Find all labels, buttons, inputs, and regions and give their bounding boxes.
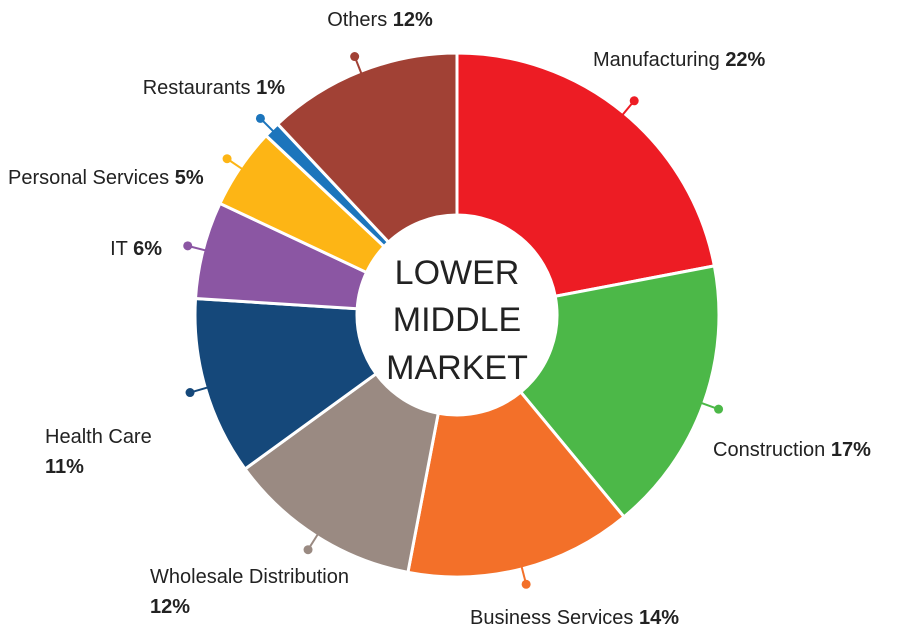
leader-dot — [183, 241, 193, 251]
slice — [242, 371, 441, 575]
slice — [275, 51, 459, 245]
value-label: 6% — [133, 238, 162, 260]
slice-label: Others 12% — [290, 5, 470, 35]
leader-dot — [714, 404, 724, 414]
slice-label: IT 6% — [62, 234, 162, 264]
category-label: Personal Services — [8, 167, 170, 189]
slice-label: Restaurants 1% — [80, 73, 285, 103]
category-label: IT — [110, 238, 128, 260]
slice-label: Manufacturing 22% — [593, 45, 853, 75]
category-label: Health Care — [45, 426, 152, 448]
category-label: Construction — [713, 439, 826, 461]
slice — [193, 296, 379, 472]
slice — [455, 51, 717, 299]
leader-dot — [222, 154, 232, 164]
category-label: Wholesale Distribution — [150, 566, 349, 588]
category-label: Business Services — [470, 607, 634, 629]
value-label: 12% — [150, 596, 191, 618]
value-label: 17% — [830, 439, 871, 461]
leader-dot — [255, 113, 265, 123]
slice — [406, 389, 627, 579]
slice — [518, 264, 721, 519]
center-label: MARKET — [386, 349, 528, 387]
slice-label: Personal Services 5% — [8, 163, 218, 193]
center-label: MIDDLE — [393, 301, 521, 339]
slice-label: Health Care 11% — [45, 422, 195, 482]
value-label: 12% — [392, 9, 433, 31]
value-label: 1% — [256, 77, 285, 99]
slice-label: Construction 17% — [713, 435, 922, 465]
category-label: Others — [327, 9, 388, 31]
leader-dot — [185, 388, 195, 398]
value-label: 11% — [45, 456, 84, 478]
leader-dot — [303, 545, 313, 555]
center-label: LOWER — [395, 254, 520, 292]
value-label: 5% — [174, 167, 204, 189]
leader-dot — [521, 579, 531, 589]
value-label: 22% — [725, 49, 766, 71]
value-label: 14% — [638, 607, 679, 629]
category-label: Restaurants — [142, 77, 251, 99]
category-label: Manufacturing — [593, 49, 720, 71]
leader-dot — [350, 52, 360, 62]
slice-label: Business Services 14% — [470, 603, 740, 633]
slice-label: Wholesale Distribution 12% — [150, 562, 350, 622]
leader-dot — [629, 96, 639, 106]
